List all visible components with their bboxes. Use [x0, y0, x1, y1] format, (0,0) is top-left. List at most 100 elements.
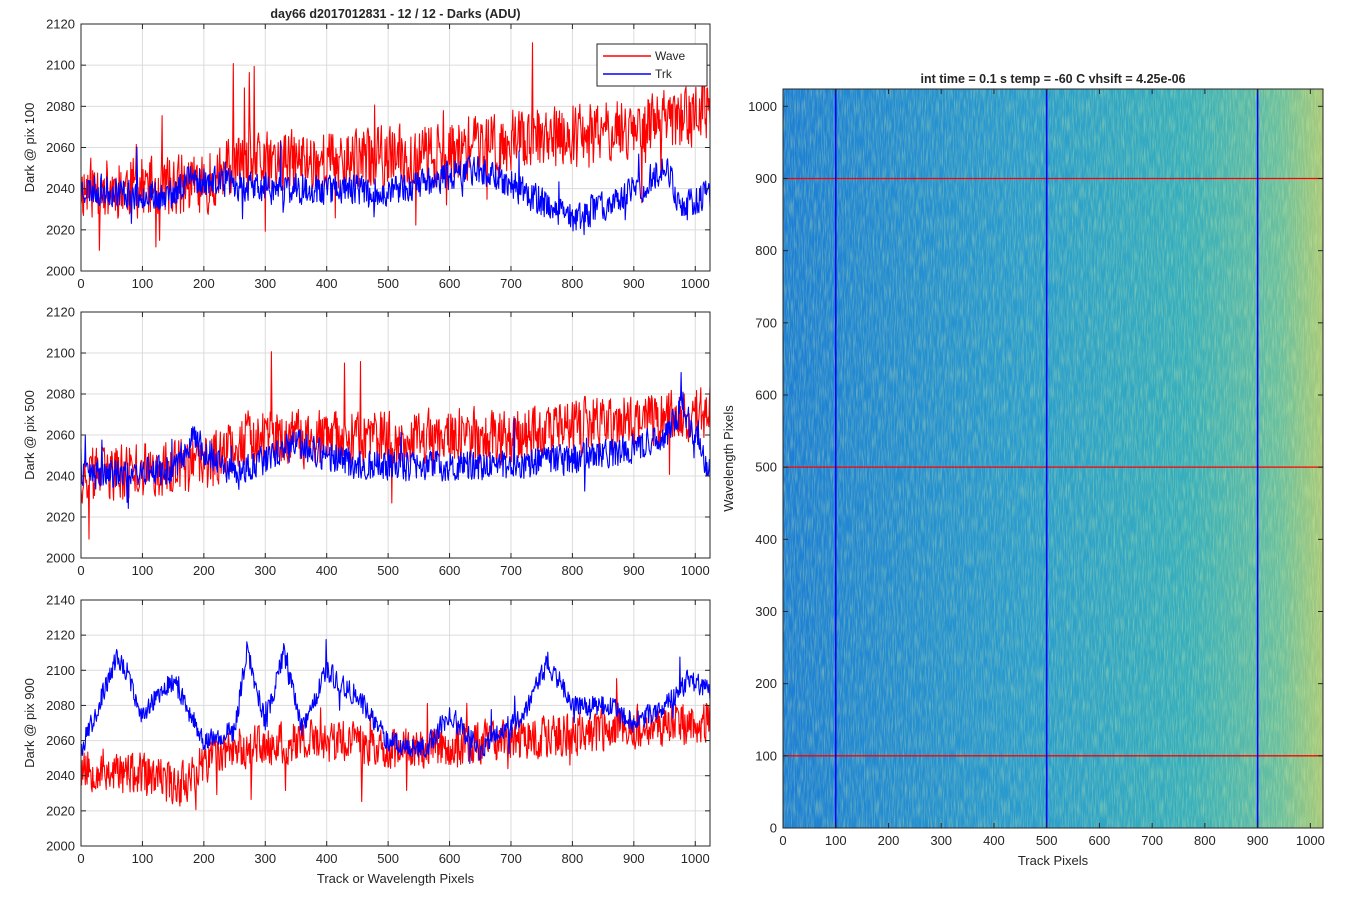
chart-panel-4: 0 100 200 300 400 500 600 700 800 900 1000 0 100 200 3… — [721, 72, 1325, 868]
y-tick-label: 100 — [755, 748, 777, 763]
legend: Wave Trk — [596, 43, 708, 87]
x-tick-label: 800 — [562, 851, 584, 866]
x-tick-label: 500 — [377, 563, 399, 578]
y-tick-label: 2060 — [46, 733, 75, 748]
y-tick-label: 2080 — [46, 387, 75, 402]
x-tick-label: 700 — [500, 851, 522, 866]
x-tick-label: 500 — [377, 276, 399, 291]
y-tick-label: 2040 — [46, 181, 75, 196]
x-tick-label: 400 — [316, 851, 338, 866]
y-tick-label: 1000 — [748, 99, 777, 114]
x-tick-label: 1000 — [681, 851, 710, 866]
y-tick-label: 2000 — [46, 264, 75, 279]
y-tick-label: 2120 — [46, 305, 75, 320]
y-tick-label: 500 — [755, 460, 777, 475]
x-tick-label: 400 — [316, 563, 338, 578]
x-tick-label: 200 — [193, 276, 215, 291]
series-line-wave — [80, 42, 711, 251]
series-line-trk — [80, 371, 711, 509]
x-tick-label: 500 — [1036, 833, 1058, 848]
y-tick-label: 2040 — [46, 768, 75, 783]
legend-box — [596, 43, 708, 87]
chart-panel-1: 0 100 200 300 400 500 600 700 800 900 1000 2000 2020… — [22, 7, 711, 291]
x-tick-label: 100 — [132, 851, 154, 866]
y-tick-label: 2120 — [46, 17, 75, 32]
x-tick-label: 700 — [1141, 833, 1163, 848]
x-tick-label: 200 — [193, 563, 215, 578]
x-tick-label: 100 — [825, 833, 847, 848]
y-tick-label: 2000 — [46, 551, 75, 566]
y-axis-label: Dark @ pix 500 — [22, 390, 37, 480]
x-tick-label: 1000 — [681, 276, 710, 291]
chart-panel-3: 0 100 200 300 400 500 600 700 800 900 1000 2000 2020… — [22, 593, 711, 886]
x-tick-label: 800 — [1194, 833, 1216, 848]
series-line-wave — [80, 351, 711, 540]
axes-frame — [782, 88, 1324, 829]
series-line-trk — [80, 141, 711, 236]
chart-title: int time = 0.1 s temp = -60 C vhsift = 4… — [920, 72, 1185, 86]
x-tick-label: 0 — [77, 276, 84, 291]
y-tick-label: 2060 — [46, 140, 75, 155]
series-line-trk — [80, 639, 711, 765]
x-tick-label: 700 — [500, 276, 522, 291]
x-tick-label: 300 — [254, 563, 276, 578]
y-tick-label: 2040 — [46, 469, 75, 484]
y-tick-label: 300 — [755, 604, 777, 619]
x-tick-label: 100 — [132, 276, 154, 291]
x-tick-label: 400 — [316, 276, 338, 291]
y-tick-label: 2080 — [46, 99, 75, 114]
x-tick-label: 600 — [439, 276, 461, 291]
x-tick-label: 200 — [878, 833, 900, 848]
heatmap-texture — [783, 89, 1323, 828]
y-tick-label: 2020 — [46, 803, 75, 818]
y-tick-label: 400 — [755, 532, 777, 547]
x-tick-label: 900 — [623, 563, 645, 578]
x-tick-label: 600 — [439, 851, 461, 866]
y-tick-label: 200 — [755, 676, 777, 691]
x-axis-label: Track or Wavelength Pixels — [317, 871, 475, 886]
y-tick-label: 2000 — [46, 839, 75, 854]
y-tick-label: 2100 — [46, 663, 75, 678]
y-tick-label: 800 — [755, 243, 777, 258]
y-axis-label: Dark @ pix 100 — [22, 103, 37, 193]
y-tick-label: 2100 — [46, 58, 75, 73]
x-tick-label: 0 — [77, 563, 84, 578]
y-tick-label: 2080 — [46, 698, 75, 713]
y-tick-label: 2060 — [46, 428, 75, 443]
y-tick-label: 900 — [755, 171, 777, 186]
legend-label-wave: Wave — [655, 49, 686, 63]
x-tick-label: 900 — [623, 276, 645, 291]
y-axis-label: Dark @ pix 900 — [22, 678, 37, 768]
x-tick-label: 200 — [193, 851, 215, 866]
x-tick-label: 800 — [562, 276, 584, 291]
y-tick-label: 2020 — [46, 510, 75, 525]
y-tick-label: 2100 — [46, 346, 75, 361]
chart-panel-2: 0 100 200 300 400 500 600 700 800 900 1000 2000 2020… — [22, 305, 711, 578]
y-tick-label: 700 — [755, 315, 777, 330]
x-tick-label: 100 — [132, 563, 154, 578]
y-tick-label: 2140 — [46, 593, 75, 608]
x-tick-label: 900 — [1247, 833, 1269, 848]
x-tick-label: 1000 — [1296, 833, 1325, 848]
x-tick-label: 600 — [1089, 833, 1111, 848]
y-tick-label: 0 — [770, 821, 777, 836]
y-tick-label: 2020 — [46, 222, 75, 237]
legend-label-trk: Trk — [655, 67, 673, 81]
y-axis-label: Wavelength Pixels — [721, 405, 736, 512]
chart-title: day66 d2017012831 - 12 / 12 - Darks (ADU… — [270, 7, 520, 21]
x-tick-label: 400 — [983, 833, 1005, 848]
x-tick-label: 0 — [779, 833, 786, 848]
x-tick-label: 800 — [562, 563, 584, 578]
x-tick-label: 300 — [930, 833, 952, 848]
y-tick-label: 2120 — [46, 628, 75, 643]
x-tick-label: 600 — [439, 563, 461, 578]
series-line-wave — [80, 678, 711, 811]
x-tick-label: 0 — [77, 851, 84, 866]
x-tick-label: 500 — [377, 851, 399, 866]
x-tick-label: 300 — [254, 851, 276, 866]
y-tick-label: 600 — [755, 387, 777, 402]
x-tick-label: 300 — [254, 276, 276, 291]
x-tick-label: 1000 — [681, 563, 710, 578]
x-tick-label: 700 — [500, 563, 522, 578]
